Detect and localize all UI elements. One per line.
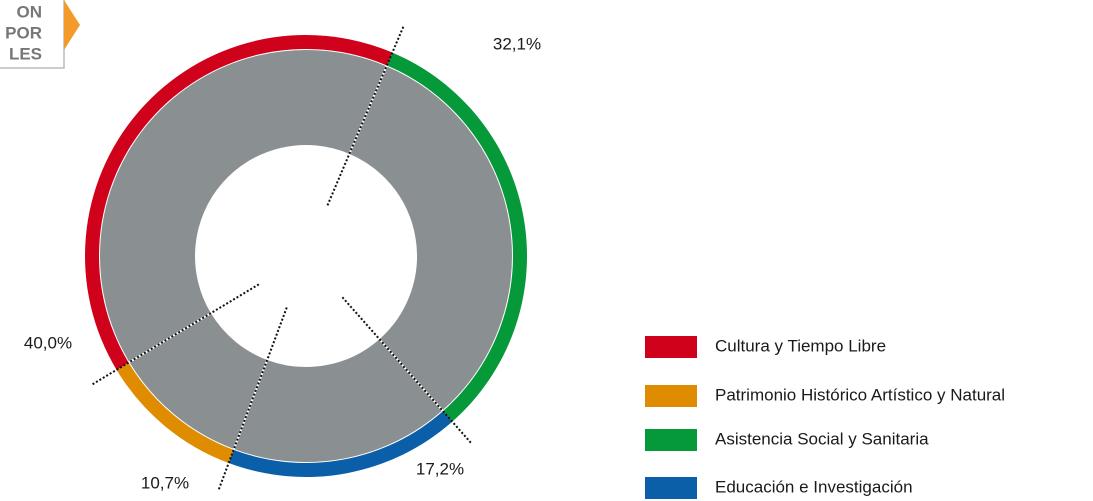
value-label: 17,2% — [416, 459, 464, 478]
divider — [341, 296, 472, 444]
donut-rim — [386, 52, 527, 422]
value-label: 40,0% — [24, 333, 72, 352]
donut-rim — [116, 362, 234, 464]
value-label: 32,1% — [493, 34, 541, 53]
legend-swatch — [645, 385, 697, 407]
legend-swatch — [645, 477, 697, 499]
badge-arrow — [64, 0, 80, 50]
donut-segment — [98, 48, 389, 364]
divider — [92, 283, 260, 386]
legend-swatch — [645, 429, 697, 451]
value-label: 10,7% — [141, 473, 189, 492]
legend-label: Asistencia Social y Sanitaria — [715, 429, 929, 448]
badge-text: POR — [5, 23, 42, 42]
badge-text: ON — [17, 2, 43, 21]
legend-label: Educación e Investigación — [715, 477, 913, 496]
legend-label: Cultura y Tiempo Libre — [715, 336, 886, 355]
donut-rim — [228, 411, 453, 477]
donut-segment — [232, 337, 445, 464]
legend-label: Patrimonio Histórico Artístico y Natural — [715, 385, 1005, 404]
legend-swatch — [645, 336, 697, 358]
divider — [217, 307, 288, 490]
badge-text: LES — [9, 44, 42, 63]
donut-segment — [347, 64, 514, 413]
divider — [326, 26, 405, 206]
